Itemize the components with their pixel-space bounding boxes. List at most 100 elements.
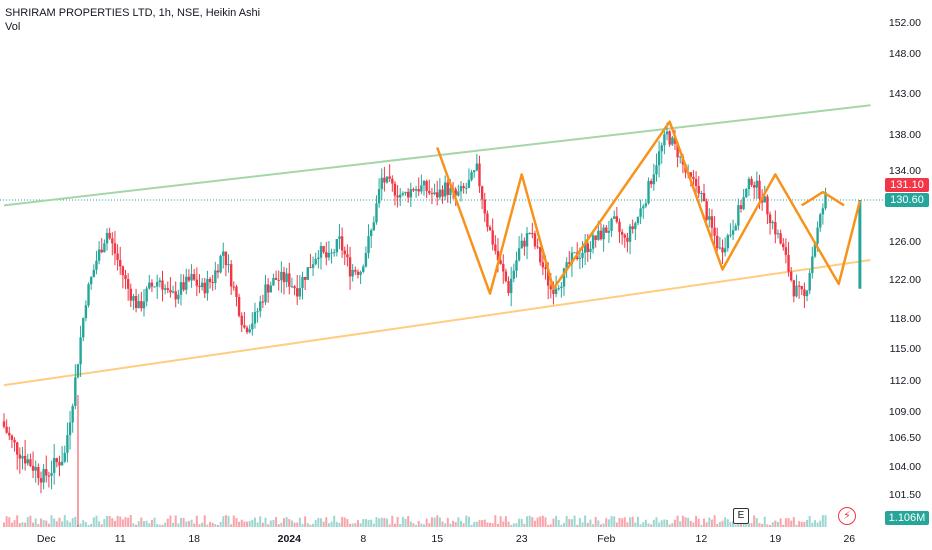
candle-body (697, 186, 700, 194)
volume-bar (784, 518, 787, 527)
candle-body (87, 284, 90, 306)
volume-bar (317, 518, 320, 527)
volume-bar (327, 523, 330, 527)
candle-body (148, 282, 151, 289)
price-tick-label: 126.00 (889, 236, 921, 248)
candle-body (332, 252, 336, 254)
candle-body (68, 422, 72, 436)
candle-body (311, 264, 315, 268)
volume-bar (108, 516, 111, 527)
candle-body (723, 248, 727, 253)
candle-body (480, 186, 484, 200)
volume-bar (341, 516, 344, 527)
candle-body (166, 288, 169, 290)
volume-bar (71, 518, 74, 527)
earnings-marker[interactable]: E (733, 508, 749, 524)
price-tick-label: 138.00 (889, 129, 921, 141)
candle-body (163, 288, 167, 290)
candle-body (443, 182, 447, 197)
candle-body (679, 156, 682, 158)
candle-body (317, 257, 320, 259)
pattern-zigzag (436, 120, 862, 295)
volume-bar (795, 524, 798, 527)
volume-bar (599, 524, 602, 527)
volume-bar (726, 519, 729, 527)
volume-bar (584, 515, 587, 527)
candle-body (533, 233, 537, 247)
volume-bar (211, 522, 214, 527)
flash-icon[interactable]: ⚡ (838, 507, 856, 525)
volume-bar (568, 519, 571, 527)
volume-bar (401, 516, 404, 527)
candle-body (383, 177, 386, 183)
candle-body (605, 227, 608, 233)
volume-bar (489, 522, 492, 527)
legend-title: SHRIRAM PROPERTIES LTD, 1h, NSE, Heikin … (5, 7, 261, 19)
volume-bar (206, 524, 209, 527)
candle-body (523, 240, 526, 247)
candle-body (544, 267, 547, 269)
candle-body (190, 274, 193, 281)
volume-bar (528, 515, 531, 527)
candle-body (623, 234, 626, 238)
candle-body (23, 455, 27, 464)
candle-body (34, 466, 37, 471)
candle-body (652, 174, 656, 185)
volume-bar (407, 515, 410, 527)
candle-body (140, 301, 143, 309)
volume-bar (547, 524, 550, 527)
volume-bar (396, 516, 399, 527)
volume-bar (446, 517, 449, 527)
volume-bar (124, 517, 127, 527)
volume-bar (806, 519, 809, 527)
volume-bar (592, 524, 595, 527)
candle-body (290, 286, 294, 288)
volume-bar (737, 522, 740, 527)
legend-vol: Vol (5, 21, 21, 33)
volume-bar (92, 517, 95, 527)
volume-bar (314, 520, 317, 527)
candle-body (84, 305, 88, 319)
candle-body (483, 199, 486, 214)
volume-bar (8, 517, 11, 527)
volume-bar (803, 521, 806, 527)
volume-bar (518, 518, 521, 527)
candle-body (388, 176, 391, 179)
volume-bar (214, 524, 217, 527)
candle-body (253, 311, 257, 324)
volume-bar (526, 516, 529, 527)
volume-bar (264, 517, 267, 527)
candle-body (766, 196, 769, 215)
candle-body (248, 329, 251, 333)
price-tick-label: 106.50 (889, 432, 921, 444)
candle-body (578, 257, 582, 260)
candle-body (626, 237, 629, 242)
candle-body (414, 189, 418, 191)
candle-body (391, 178, 394, 184)
volume-bar (290, 520, 293, 527)
candle-body (782, 243, 785, 248)
volume-bar (629, 517, 632, 527)
volume-bar (219, 521, 222, 527)
volume-bar (697, 518, 700, 527)
candle-body (399, 194, 402, 198)
volume-bar (782, 524, 785, 527)
volume-bar (354, 523, 357, 527)
candle-body (549, 285, 553, 290)
candle-body (753, 185, 756, 188)
candle-body (568, 262, 571, 265)
candle-body (306, 267, 309, 280)
time-tick-label: Feb (597, 533, 615, 545)
candle-body (731, 230, 735, 235)
candle-body (393, 183, 397, 196)
volume-bar (576, 524, 579, 527)
volume-bar (50, 515, 53, 527)
candle-body (261, 301, 265, 303)
volume-bar (626, 522, 629, 527)
last-price-badge: 131.10 (885, 178, 929, 192)
volume-bar (565, 515, 568, 527)
candle-body (232, 286, 236, 288)
volume-bar (660, 520, 663, 527)
volume-bar (129, 515, 132, 527)
